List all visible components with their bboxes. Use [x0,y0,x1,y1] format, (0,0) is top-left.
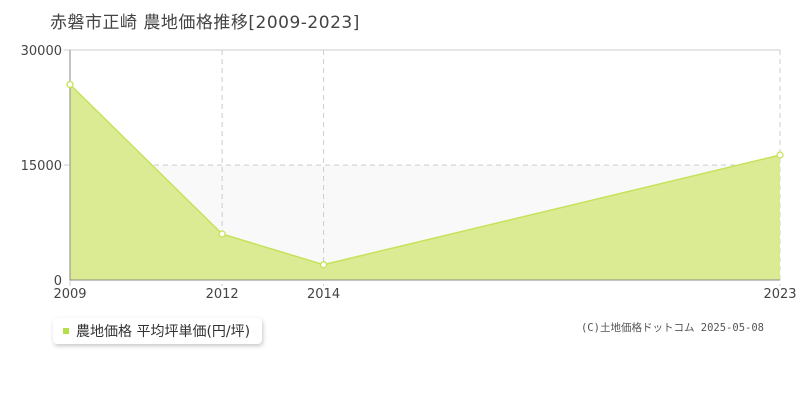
chart-title: 赤磐市正崎 農地価格推移[2009-2023] [50,13,360,33]
y-tick-label: 30000 [21,44,62,59]
series-area-fill [70,84,780,280]
y-tick-label: 0 [54,274,62,289]
credit-text: (C)土地価格ドットコム 2025-05-08 [580,322,764,334]
legend-marker-icon [63,328,69,334]
data-points [66,80,784,269]
x-tick-label: 2012 [206,287,239,302]
axes [69,50,780,281]
x-tick-label: 2023 [763,287,796,302]
data-point [218,230,226,238]
y-tick-label: 15000 [21,159,62,174]
data-point [66,80,74,89]
data-point [776,151,784,159]
tick-labels: 0 15000 30000 2009 2012 2014 2023 [21,44,797,302]
x-tick-label: 2014 [307,287,340,302]
data-point [319,261,328,269]
legend: 農地価格 平均坪単価(円/坪) [53,318,263,344]
legend-label: 農地価格 平均坪単価(円/坪) [76,324,251,340]
x-tick-label: 2009 [53,287,86,302]
series-line [69,83,781,266]
series-area [69,83,781,280]
